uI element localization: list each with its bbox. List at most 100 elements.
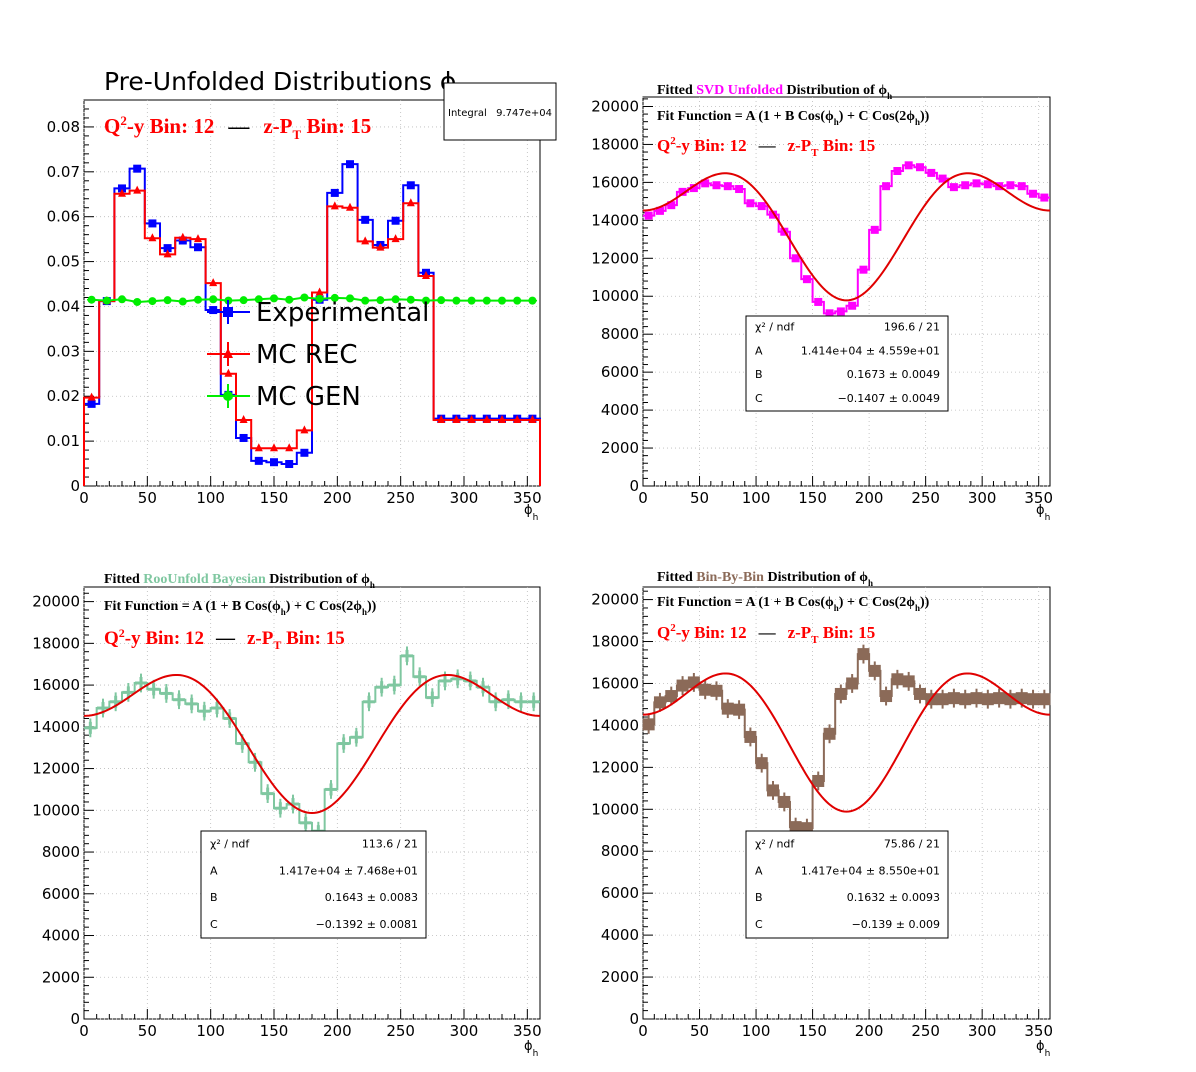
data-marker-square [194, 243, 202, 252]
y-tick-label: 0 [629, 477, 639, 495]
legend-label: MC GEN [256, 382, 361, 412]
data-marker-circle [467, 296, 476, 305]
bin-label: Q2-y Bin: 12— z-PT Bin: 15 [657, 622, 875, 646]
y-tick-label: 16000 [591, 173, 639, 191]
x-tick-label: 150 [798, 489, 827, 507]
axes: 0 50 100 150 200 250 300 350 0 2000 4000 6000 8000 10… [591, 97, 1053, 507]
data-marker-triangle [498, 415, 506, 424]
data-marker-square [87, 399, 96, 408]
data-marker-circle [300, 293, 309, 302]
data-marker-square [118, 184, 126, 193]
data-marker-square [755, 757, 768, 770]
data-marker-cross [202, 705, 206, 718]
y-tick-label: 2000 [601, 439, 639, 457]
data-marker-cross [532, 695, 536, 708]
legend: Experimental MC REC MC GEN [207, 298, 429, 412]
x-tick-label: 50 [690, 1022, 709, 1040]
data-marker-cross [139, 677, 143, 689]
data-marker-cross [430, 691, 434, 704]
data-marker-triangle [285, 443, 294, 452]
stats-param-value: −0.1392 ± 0.0081 [316, 918, 418, 931]
fit-function-label: Fit Function = A (1 + B Cos(ϕh) + C Cos(… [104, 599, 377, 617]
y-tick-label: 0 [70, 477, 80, 495]
data-marker-square [936, 693, 949, 706]
data-marker-square [676, 679, 689, 692]
y-tick-label: 16000 [32, 676, 80, 694]
integral-stats-box: Integral 9.747e+04 [443, 82, 557, 141]
data-marker-circle [239, 296, 248, 305]
data-marker-triangle [148, 233, 157, 242]
x-tick-label: 100 [196, 489, 225, 507]
x-tick-label: 0 [638, 1022, 648, 1040]
stats-param-name: C [755, 392, 763, 405]
data-marker-circle [133, 297, 142, 306]
data-marker-square [744, 730, 757, 743]
data-marker-triangle [224, 368, 233, 377]
data-marker-circle [391, 295, 400, 304]
histogram-unfolded [643, 164, 1050, 315]
panel-svd-unfolded: 0 50 100 150 200 250 300 350 0 2000 4000 6000 8000 10… [591, 83, 1053, 523]
data-marker-square [642, 718, 655, 731]
data-marker-square [902, 675, 915, 688]
data-marker-circle [223, 391, 233, 401]
data-marker-square [893, 167, 902, 176]
data-marker-square [972, 179, 981, 188]
data-marker-square [699, 683, 712, 696]
data-marker-square [1040, 193, 1049, 202]
data-marker-square [678, 187, 687, 196]
x-tick-label: 100 [742, 1022, 771, 1040]
data-marker-square [959, 693, 972, 706]
stats-param-name: A [755, 344, 763, 357]
data-marker-circle [315, 294, 324, 303]
data-marker-cross [291, 798, 295, 811]
data-marker-cross [443, 674, 447, 687]
data-marker-circle [178, 297, 187, 306]
x-tick-label: 350 [513, 489, 542, 507]
x-axis-label: ϕh [524, 503, 538, 523]
y-tick-label: 16000 [591, 674, 639, 692]
data-marker-triangle [254, 443, 263, 452]
data-marker-cross [342, 737, 346, 750]
grid [642, 587, 1050, 1020]
data-marker-cross [304, 816, 308, 829]
data-marker-cross [114, 695, 118, 708]
y-tick-label: 2000 [601, 968, 639, 986]
data-marker-square [163, 244, 172, 253]
data-marker-square [655, 206, 664, 215]
data-marker-square [983, 180, 992, 189]
data-marker-triangle [133, 185, 142, 194]
x-tick-label: 0 [79, 1022, 89, 1040]
data-marker-cross [367, 695, 371, 708]
x-tick-label: 300 [968, 489, 997, 507]
data-marker-square [746, 199, 755, 208]
stats-param-name: χ² / ndf [755, 838, 795, 851]
data-marker-square [209, 306, 218, 315]
plot-frame [642, 586, 1051, 1020]
stats-param-value: 0.1632 ± 0.0093 [847, 891, 940, 904]
series-layer [642, 161, 1051, 318]
data-marker-circle [361, 296, 370, 305]
data-marker-triangle [163, 249, 172, 258]
panel-title: Pre-Unfolded Distributions ϕh [104, 67, 466, 102]
y-tick-label: 0 [70, 1010, 80, 1028]
data-marker-square [868, 664, 881, 677]
y-tick-label: 14000 [32, 718, 80, 736]
data-marker-circle [528, 296, 537, 305]
data-marker-square [904, 161, 913, 170]
data-marker-square [1029, 189, 1038, 198]
data-marker-cross [392, 679, 396, 692]
data-marker-square [913, 687, 926, 700]
data-marker-square [1027, 693, 1040, 706]
data-marker-triangle [391, 234, 400, 243]
panel-title: Fitted Bin-By-Bin Distribution of ϕh [657, 570, 873, 588]
data-marker-cross [190, 697, 194, 710]
stats-param-value: 1.414e+04 ± 4.559e+01 [801, 344, 940, 357]
x-tick-label: 50 [138, 489, 157, 507]
x-tick-label: 350 [513, 1022, 542, 1040]
data-marker-square [970, 692, 983, 705]
y-tick-label: 6000 [42, 885, 80, 903]
fit-function-label: Fit Function = A (1 + B Cos(ϕh) + C Cos(… [657, 595, 930, 613]
data-marker-circle [194, 295, 202, 304]
data-marker-square [789, 821, 802, 834]
y-tick-label: 0.02 [47, 387, 80, 405]
